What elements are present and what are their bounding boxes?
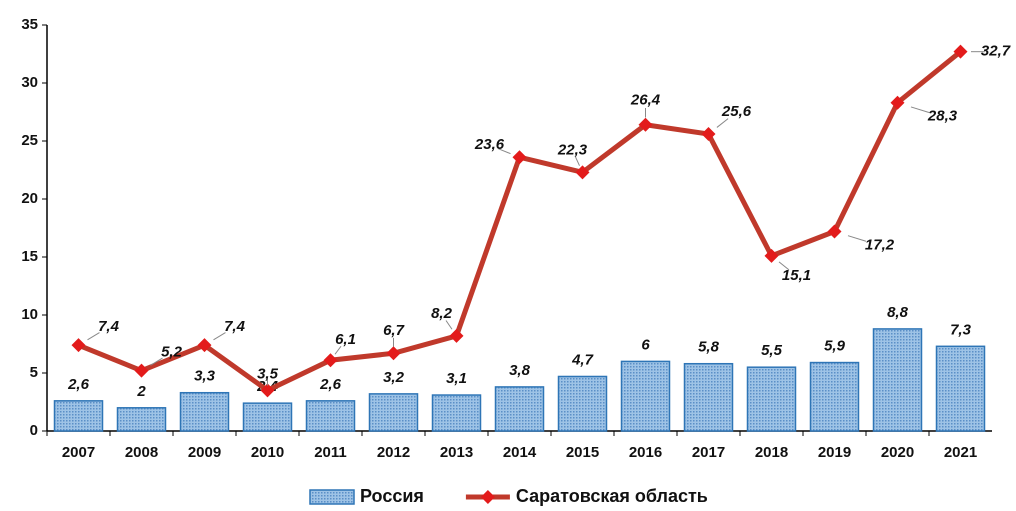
bar <box>935 345 986 432</box>
leader-line <box>716 118 729 128</box>
leader-line <box>334 345 342 355</box>
x-tick-label: 2011 <box>314 444 347 461</box>
marker <box>71 338 86 353</box>
bar-label: 3,8 <box>509 362 531 379</box>
leader-line <box>910 106 930 113</box>
leader-line <box>847 235 867 242</box>
bar-label: 5,5 <box>761 342 783 359</box>
leader-line <box>778 261 790 271</box>
x-tick-label: 2016 <box>629 444 662 461</box>
bar <box>620 360 671 432</box>
bar <box>53 400 104 432</box>
line-label: 22,3 <box>557 141 588 158</box>
x-tick-label: 2015 <box>566 444 599 461</box>
line-label: 25,6 <box>721 103 752 120</box>
x-tick-label: 2014 <box>503 444 537 461</box>
leader-line <box>498 148 511 155</box>
line-label: 7,4 <box>224 318 246 335</box>
line-label: 26,4 <box>630 92 661 109</box>
y-tick-label: 15 <box>21 248 38 265</box>
bar-label: 5,8 <box>698 339 720 356</box>
bar <box>368 393 419 432</box>
x-tick-label: 2010 <box>251 444 284 461</box>
x-tick-label: 2009 <box>188 444 221 461</box>
bar <box>305 400 356 432</box>
marker <box>260 383 275 398</box>
bar <box>809 361 860 432</box>
x-tick-label: 2021 <box>944 444 977 461</box>
line-label: 28,3 <box>927 108 958 125</box>
bar-label: 7,3 <box>950 321 972 338</box>
bar <box>683 362 734 432</box>
marker <box>386 346 401 361</box>
marker <box>953 44 968 59</box>
marker <box>638 117 653 132</box>
bar <box>116 407 167 432</box>
legend-label: Саратовская область <box>516 486 708 506</box>
y-tick-label: 30 <box>21 74 38 91</box>
marker <box>575 165 590 180</box>
bar-label: 3,3 <box>194 368 216 385</box>
x-tick-label: 2007 <box>62 444 95 461</box>
x-tick-label: 2008 <box>125 444 158 461</box>
bar <box>557 375 608 432</box>
leader-line <box>213 332 226 341</box>
y-tick-label: 10 <box>21 306 38 323</box>
bar-label: 3,1 <box>446 370 467 387</box>
bar <box>242 402 293 432</box>
marker <box>827 224 842 239</box>
leader-line <box>575 156 580 166</box>
bar-label: 5,9 <box>824 338 846 355</box>
y-tick-label: 25 <box>21 132 38 149</box>
y-tick-label: 5 <box>30 364 38 381</box>
leader-line <box>445 320 453 330</box>
line-label: 5,2 <box>161 344 183 361</box>
line-label: 6,7 <box>383 322 405 339</box>
line-label: 17,2 <box>865 236 895 253</box>
legend-swatch <box>309 489 355 505</box>
x-tick-label: 2018 <box>755 444 788 461</box>
line-label: 15,1 <box>782 267 811 284</box>
legend-marker <box>480 490 495 504</box>
line-label: 7,4 <box>98 318 120 335</box>
bar-label: 6 <box>641 336 650 353</box>
y-tick-label: 20 <box>21 190 38 207</box>
x-tick-label: 2019 <box>818 444 851 461</box>
line-label: 3,5 <box>257 365 279 382</box>
bar-label: 2,6 <box>319 376 342 393</box>
bar <box>494 386 545 432</box>
marker <box>323 353 338 368</box>
y-tick-label: 0 <box>30 422 38 439</box>
y-tick-label: 35 <box>21 16 38 33</box>
line-label: 8,2 <box>431 305 453 322</box>
marker <box>134 363 149 378</box>
x-tick-label: 2013 <box>440 444 473 461</box>
line-label: 6,1 <box>335 331 356 348</box>
legend-label: Россия <box>360 486 424 506</box>
bar-label: 8,8 <box>887 304 909 321</box>
x-tick-label: 2017 <box>692 444 725 461</box>
marker <box>764 248 779 263</box>
leader-line <box>87 332 100 341</box>
leader-line <box>150 357 163 366</box>
line-label: 23,6 <box>474 136 505 153</box>
bar <box>872 328 923 432</box>
bar-label: 2 <box>136 383 146 400</box>
marker <box>890 95 905 110</box>
line-label: 32,7 <box>981 43 1011 60</box>
x-tick-label: 2012 <box>377 444 410 461</box>
bar <box>746 366 797 432</box>
bar-label: 2,6 <box>67 376 90 393</box>
marker <box>512 150 527 165</box>
marker <box>449 328 464 343</box>
marker <box>701 127 716 142</box>
bar-label: 4,7 <box>571 351 594 368</box>
bar-label: 3,2 <box>383 369 405 386</box>
bar <box>179 391 230 432</box>
marker <box>197 338 212 353</box>
x-tick-label: 2020 <box>881 444 914 461</box>
bar <box>431 394 482 432</box>
